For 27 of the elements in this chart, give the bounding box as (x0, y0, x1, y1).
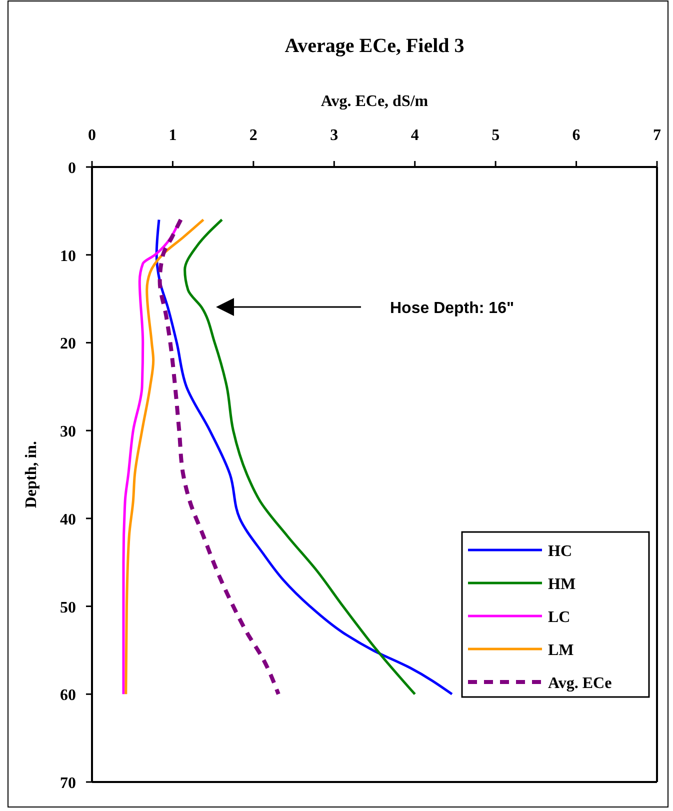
x-tick-label: 2 (249, 127, 258, 144)
line-series (124, 218, 205, 696)
y-tick-label: 30 (60, 424, 76, 441)
y-tick-label: 60 (60, 687, 76, 704)
chart-title: Average ECe, Field 3 (284, 35, 464, 57)
y-tick-label: 50 (60, 599, 76, 616)
legend-label: HC (548, 543, 572, 560)
y-tick-label: 0 (68, 160, 76, 177)
x-tick-label: 7 (653, 127, 661, 144)
y-tick-label: 70 (60, 775, 76, 792)
legend-label: Avg. ECe (548, 675, 612, 692)
x-tick-label: 0 (88, 127, 96, 144)
x-axis-title: Avg. ECe, dS/m (320, 93, 429, 110)
y-tick-label: 20 (60, 336, 76, 353)
x-tick-label: 3 (330, 127, 338, 144)
y-axis-title: Depth, in. (23, 440, 40, 508)
legend-label: HM (548, 576, 576, 593)
legend-label: LC (548, 609, 570, 626)
line-series (158, 218, 280, 696)
x-tick-label: 5 (492, 127, 500, 144)
x-tick-label: 1 (168, 127, 177, 144)
x-tick-label: 6 (572, 127, 580, 144)
annotation: Hose Depth: 16" (390, 300, 514, 317)
x-tick-label: 4 (410, 127, 419, 144)
legend-label: LM (548, 642, 574, 659)
y-tick-label: 40 (60, 511, 76, 528)
y-tick-label: 10 (60, 248, 76, 265)
